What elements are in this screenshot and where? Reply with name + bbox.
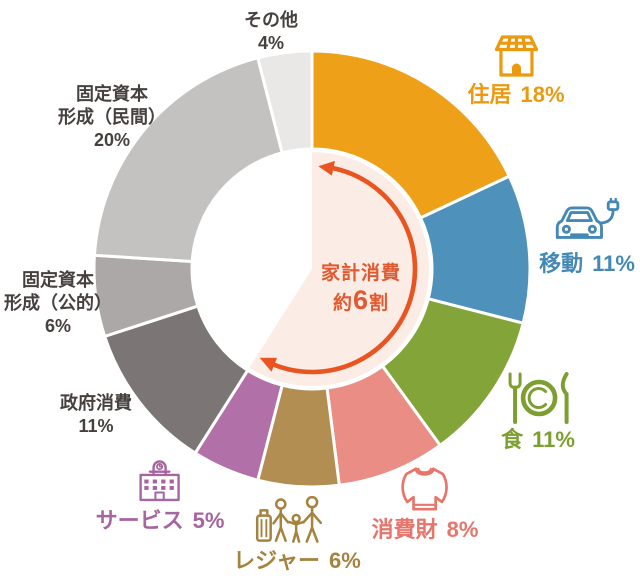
label-government-line: 政府消費	[60, 393, 132, 413]
center-label-line1: 家計消費	[320, 263, 402, 284]
center-label-line2: 約6割	[332, 285, 390, 315]
household-arrow-head-top	[318, 160, 335, 176]
label-private-capital-line2: 形成（民間）	[58, 107, 166, 127]
label-private-capital-line1: 固定資本	[76, 84, 148, 104]
building-icon	[139, 460, 181, 502]
label-consumer-goods: 消費財 8%	[371, 464, 479, 543]
building-windows	[144, 479, 175, 490]
label-food-text: 食 11%	[501, 427, 575, 452]
label-public-capital: 固定資本 形成（公的） 6%	[4, 269, 112, 338]
label-leisure: レジャー 6%	[233, 493, 361, 574]
sweater-icon	[401, 467, 449, 511]
label-services: サービス 5%	[95, 455, 225, 534]
slice-private-capital	[92, 56, 284, 263]
label-government-pct: 11%	[78, 416, 114, 436]
house-solar-icon	[494, 35, 538, 77]
label-private-capital: 固定資本 形成（民間） 20%	[58, 83, 166, 152]
center-label: 家計消費 約6割	[321, 262, 401, 318]
label-consumer-goods-text: 消費財 8%	[371, 517, 479, 542]
family-suitcase-icon	[255, 495, 322, 543]
household-arrow-arc	[272, 165, 418, 375]
label-public-capital-pct: 6%	[44, 316, 71, 336]
label-food: 食 11%	[501, 372, 575, 453]
label-leisure-text: レジャー 6%	[233, 548, 361, 573]
label-services-text: サービス 5%	[95, 508, 225, 533]
label-other: その他 4%	[244, 9, 298, 55]
label-mobility: 移動 11%	[539, 198, 635, 277]
label-other-pct: 4%	[257, 33, 284, 53]
label-public-capital-line1: 固定資本	[22, 270, 94, 290]
tableware-icon	[508, 372, 569, 424]
label-housing-text: 住居 18%	[467, 82, 565, 107]
slice-housing	[310, 49, 511, 220]
label-public-capital-line2: 形成（公的）	[4, 293, 112, 313]
slice-other	[256, 49, 314, 155]
household-arrow-head-bottom	[259, 357, 277, 372]
label-government: 政府消費 11%	[60, 392, 132, 438]
label-other-line: その他	[244, 10, 298, 30]
label-housing: 住居 18%	[467, 33, 565, 108]
household-highlight-wedge	[249, 152, 429, 386]
ev-car-icon	[555, 198, 620, 239]
label-mobility-text: 移動 11%	[539, 251, 635, 276]
label-private-capital-pct: 20%	[93, 130, 131, 150]
